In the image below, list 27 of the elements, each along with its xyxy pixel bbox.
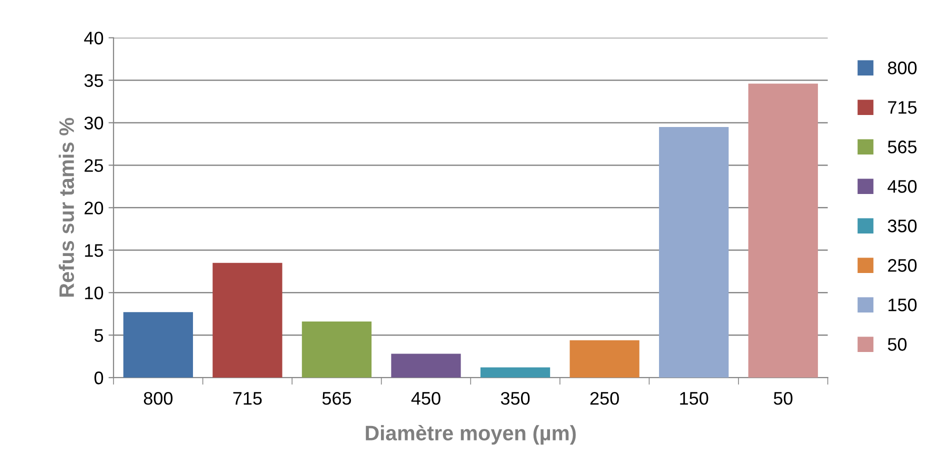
legend-label: 50 xyxy=(888,338,907,351)
x-tick-label: 800 xyxy=(144,392,173,405)
y-tick-label: 5 xyxy=(94,329,104,342)
y-tick-label: 40 xyxy=(84,32,104,44)
x-tick-label: 715 xyxy=(233,392,262,405)
legend-label: 565 xyxy=(888,140,917,154)
legend-label: 350 xyxy=(888,220,917,232)
y-tick-label: 30 xyxy=(84,116,104,130)
y-tick-label: 0 xyxy=(94,372,104,384)
y-tick-label: 15 xyxy=(85,244,104,257)
legend-label: 715 xyxy=(888,101,917,114)
legend-label: 250 xyxy=(888,259,917,272)
x-tick-label: 150 xyxy=(680,392,708,405)
legend-label: 800 xyxy=(888,62,917,74)
y-tick-label: 25 xyxy=(84,159,104,172)
y-axis-title: Refus sur tamis % xyxy=(58,118,74,297)
y-tick-label: 35 xyxy=(84,74,104,87)
x-tick-label: 250 xyxy=(590,392,619,405)
x-tick-label: 565 xyxy=(322,392,352,405)
x-tick-label: 350 xyxy=(500,392,530,405)
y-tick-label: 10 xyxy=(85,286,104,300)
legend-label: 450 xyxy=(888,180,917,193)
y-tick-label: 20 xyxy=(84,202,104,214)
x-axis-title: Diamètre moyen (µm) xyxy=(366,424,576,445)
x-tick-label: 450 xyxy=(411,392,440,405)
x-tick-label: 50 xyxy=(774,392,792,405)
legend-label: 150 xyxy=(888,298,917,312)
